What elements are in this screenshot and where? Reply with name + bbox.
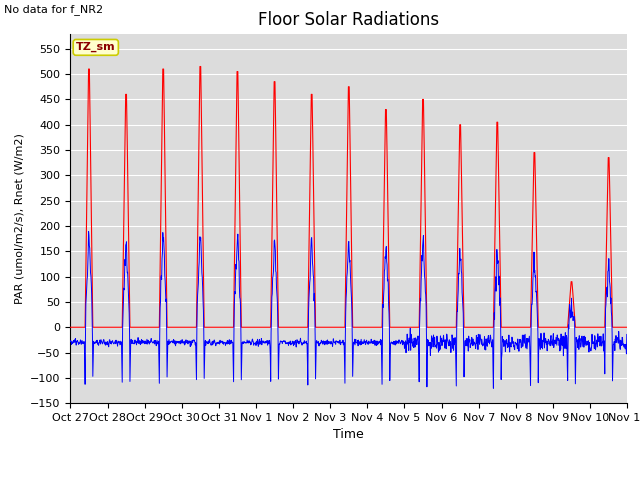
Title: Floor Solar Radiations: Floor Solar Radiations: [258, 11, 440, 29]
Legend: q_line, NR1: q_line, NR1: [265, 478, 433, 480]
X-axis label: Time: Time: [333, 429, 364, 442]
Text: No data for f_NR2: No data for f_NR2: [4, 4, 102, 15]
Text: TZ_sm: TZ_sm: [76, 42, 116, 52]
Y-axis label: PAR (umol/m2/s), Rnet (W/m2): PAR (umol/m2/s), Rnet (W/m2): [15, 133, 25, 304]
